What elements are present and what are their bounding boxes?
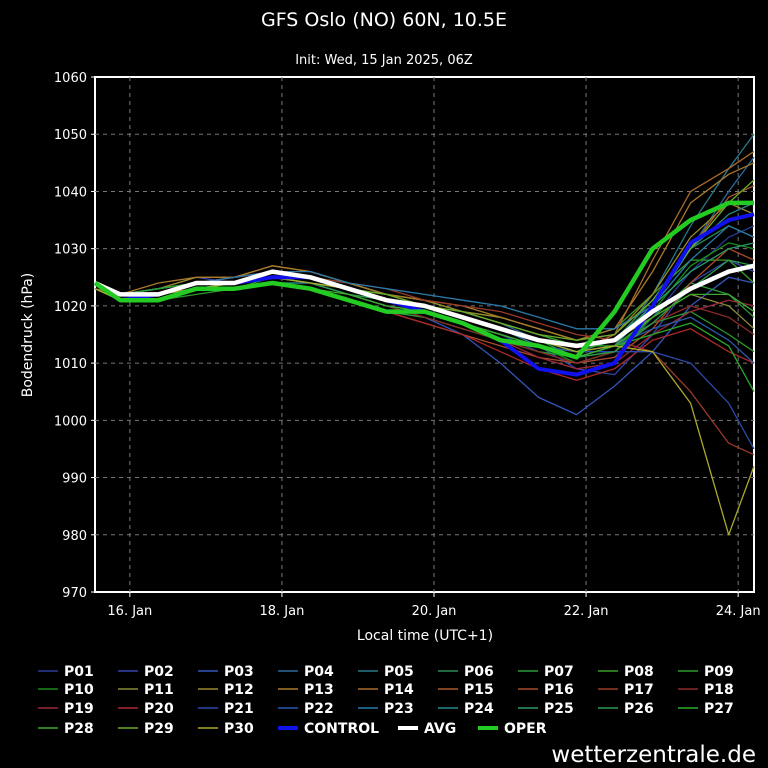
legend-label-p24: P24 — [464, 701, 494, 717]
grid — [95, 77, 754, 592]
legend-label-p10: P10 — [64, 682, 94, 698]
legend-label-p19: P19 — [64, 701, 94, 717]
y-tick-label: 980 — [62, 529, 87, 544]
legend-label-p02: P02 — [144, 664, 174, 680]
legend-label-p25: P25 — [544, 701, 574, 717]
legend-label-oper: OPER — [504, 721, 547, 737]
y-tick-label: 1040 — [54, 185, 87, 200]
y-axis-ticks: 970 980 990 1000 1010 1020 1030 1040 1050 1060 — [54, 71, 95, 601]
legend-label-p12: P12 — [224, 682, 254, 698]
legend-label-p15: P15 — [464, 682, 494, 698]
legend-label-avg: AVG — [424, 721, 456, 737]
legend-label-p29: P29 — [144, 721, 174, 737]
y-tick-label: 1010 — [54, 357, 87, 372]
legend-label-p11: P11 — [144, 682, 174, 698]
credit-text: wetterzentrale.de — [551, 742, 756, 768]
x-axis-label: Local time (UTC+1) — [357, 628, 493, 644]
y-tick-label: 1050 — [54, 128, 87, 143]
legend-label-p04: P04 — [304, 664, 334, 680]
x-tick-label: 20. Jan — [412, 604, 457, 619]
legend-label-p20: P20 — [144, 701, 174, 717]
legend-label-p17: P17 — [624, 682, 654, 698]
legend-label-p21: P21 — [224, 701, 254, 717]
legend-label-p26: P26 — [624, 701, 654, 717]
legend-label-control: CONTROL — [304, 721, 379, 737]
legend-label-p08: P08 — [624, 664, 654, 680]
legend-label-p07: P07 — [544, 664, 574, 680]
legend: P01 P02 P03 P04 P05 P06 P07 P08 P09 P10 P11 P12 P13 P… — [38, 664, 734, 737]
legend-label-p22: P22 — [304, 701, 334, 717]
y-tick-label: 990 — [62, 472, 87, 487]
y-axis-label: Bodendruck (hPa) — [20, 273, 36, 398]
x-tick-label: 16. Jan — [107, 604, 152, 619]
legend-label-p13: P13 — [304, 682, 334, 698]
legend-label-p30: P30 — [224, 721, 254, 737]
y-tick-label: 1000 — [54, 414, 87, 429]
series-lines — [93, 133, 755, 536]
series-line-oper — [93, 200, 754, 360]
legend-label-p03: P03 — [224, 664, 254, 680]
plot-area — [94, 76, 755, 593]
legend-label-p06: P06 — [464, 664, 494, 680]
legend-label-p05: P05 — [384, 664, 414, 680]
y-tick-label: 1020 — [54, 300, 87, 315]
x-tick-label: 22. Jan — [564, 604, 609, 619]
x-axis-ticks: 16. Jan 18. Jan 20. Jan 22. Jan 24. Jan — [107, 592, 761, 619]
y-tick-label: 1060 — [54, 71, 87, 86]
legend-label-p27: P27 — [704, 701, 734, 717]
chart-subtitle: Init: Wed, 15 Jan 2025, 06Z — [295, 53, 473, 68]
legend-label-p23: P23 — [384, 701, 414, 717]
chart-title: GFS Oslo (NO) 60N, 10.5E — [261, 9, 507, 31]
legend-label-p28: P28 — [64, 721, 94, 737]
legend-label-p18: P18 — [704, 682, 734, 698]
legend-label-p14: P14 — [384, 682, 414, 698]
legend-label-p16: P16 — [544, 682, 574, 698]
y-tick-label: 970 — [62, 586, 87, 601]
y-tick-label: 1030 — [54, 243, 87, 258]
x-tick-label: 18. Jan — [259, 604, 304, 619]
legend-label-p09: P09 — [704, 664, 734, 680]
series-line-avg — [94, 263, 755, 349]
legend-label-p01: P01 — [64, 664, 94, 680]
x-tick-label: 24. Jan — [716, 604, 761, 619]
